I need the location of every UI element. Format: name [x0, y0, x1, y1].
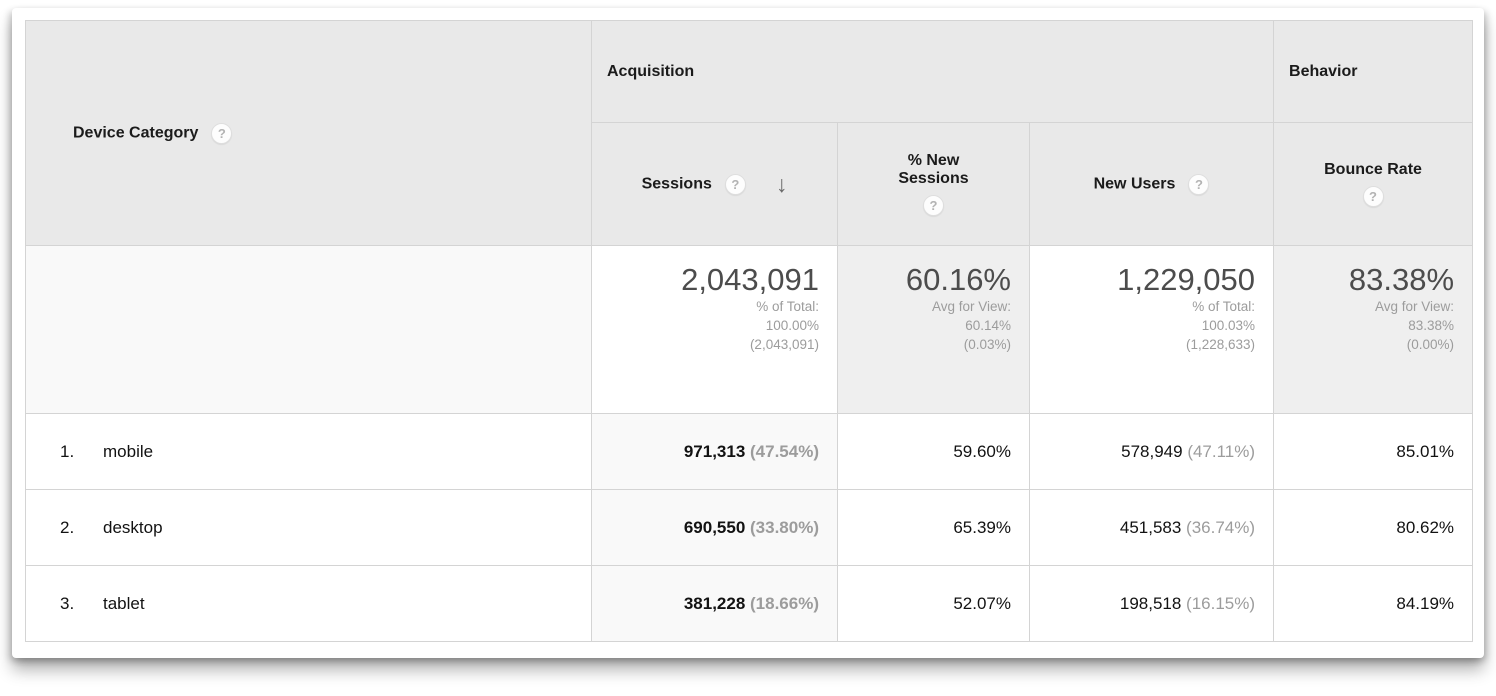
group-header-row: Device Category? Acquisition Behavior — [25, 20, 1474, 246]
totals-new-users-caption: % of Total: — [1192, 299, 1256, 315]
totals-sessions: 2,043,091 % of Total: 100.00% (2,043,091… — [591, 245, 838, 414]
behavior-label: Behavior — [1289, 62, 1358, 80]
new-users-value: 578,949 — [1121, 441, 1183, 461]
help-icon[interactable]: ? — [1188, 173, 1210, 195]
new-sessions-cell: 65.39% — [837, 489, 1030, 566]
column-header-bounce-rate[interactable]: Bounce Rate ? — [1273, 122, 1474, 246]
bounce-rate-cell: 84.19% — [1273, 565, 1474, 642]
sessions-pct: (33.80%) — [750, 517, 819, 537]
row-index: 2. — [60, 517, 75, 537]
totals-new-users-abs: (1,228,633) — [1185, 336, 1256, 352]
sessions-cell: 971,313 (47.54%) — [591, 413, 838, 490]
row-label-cell: 1. mobile — [25, 413, 592, 490]
sessions-value: 971,313 — [683, 441, 746, 461]
row-index: 3. — [60, 593, 75, 613]
metric-header-row: Sessions? ↓ % New Sessions ? New Users? B… — [26, 122, 1474, 246]
new-users-pct: (36.74%) — [1186, 517, 1256, 537]
bounce-rate-value: 85.01% — [1396, 441, 1455, 461]
totals-new-users-pct: 100.03% — [1201, 318, 1256, 334]
new-users-label: New Users — [1093, 175, 1176, 193]
sessions-pct: (18.66%) — [750, 593, 819, 613]
column-header-sessions[interactable]: Sessions? ↓ — [591, 122, 838, 246]
new-sessions-value: 52.07% — [953, 593, 1011, 613]
new-users-cell: 578,949 (47.11%) — [1028, 413, 1275, 490]
totals-bounce-rate-caption: Avg for View: — [1374, 299, 1455, 315]
row-label-cell: 3. tablet — [25, 565, 592, 642]
new-sessions-label: % New Sessions — [898, 152, 969, 187]
totals-sessions-abs: (2,043,091) — [749, 336, 819, 352]
bounce-rate-value: 80.62% — [1396, 517, 1455, 537]
device-category-table: Device Category? Acquisition Behavior Se… — [25, 20, 1474, 642]
new-users-value: 198,518 — [1119, 593, 1182, 613]
bounce-rate-value: 84.19% — [1396, 593, 1455, 613]
help-icon[interactable]: ? — [724, 173, 746, 195]
totals-new-sessions-pct: 60.14% — [965, 318, 1011, 334]
sessions-cell: 690,550 (33.80%) — [591, 489, 838, 566]
totals-bounce-rate: 83.38% Avg for View: 83.38% (0.00%) — [1273, 245, 1474, 414]
device-category-value: mobile — [103, 441, 154, 461]
group-header-behavior: Behavior — [1273, 20, 1474, 123]
totals-dimension-cell — [25, 245, 592, 414]
table-row: 1. mobile 971,313 (47.54%) 59.60% 578,949… — [25, 413, 1474, 490]
new-users-value: 451,583 — [1119, 517, 1182, 537]
column-header-new-users[interactable]: New Users? — [1028, 122, 1275, 246]
totals-bounce-rate-value: 83.38% — [1348, 262, 1455, 297]
table-row: 3. tablet 381,228 (18.66%) 52.07% 198,518… — [25, 565, 1474, 642]
device-category-value: tablet — [103, 593, 145, 613]
totals-sessions-pct: 100.00% — [765, 318, 819, 334]
new-users-pct: (16.15%) — [1186, 593, 1256, 613]
bounce-rate-cell: 85.01% — [1273, 413, 1474, 490]
totals-new-sessions-abs: (0.03%) — [963, 336, 1011, 352]
group-header-acquisition: Acquisition — [590, 20, 1275, 123]
help-icon[interactable]: ? — [923, 195, 944, 216]
device-category-label: Device Category — [73, 124, 199, 142]
row-index: 1. — [60, 441, 75, 461]
new-sessions-value: 59.60% — [953, 441, 1011, 461]
totals-row: 2,043,091 % of Total: 100.00% (2,043,091… — [25, 245, 1474, 414]
new-sessions-cell: 52.07% — [837, 565, 1030, 642]
totals-bounce-rate-abs: (0.00%) — [1406, 336, 1455, 352]
table-row: 2. desktop 690,550 (33.80%) 65.39% 451,58… — [25, 489, 1474, 566]
totals-sessions-caption: % of Total: — [756, 299, 819, 315]
acquisition-label: Acquisition — [607, 62, 695, 80]
column-header-device-category[interactable]: Device Category? — [25, 20, 592, 246]
sessions-value: 690,550 — [683, 517, 746, 537]
new-users-cell: 451,583 (36.74%) — [1028, 489, 1275, 566]
new-sessions-cell: 59.60% — [837, 413, 1030, 490]
help-icon[interactable]: ? — [1362, 186, 1384, 207]
report-card: Device Category? Acquisition Behavior Se… — [12, 8, 1484, 658]
sessions-label: Sessions — [641, 175, 712, 193]
bounce-rate-label: Bounce Rate — [1324, 161, 1422, 178]
sessions-pct: (47.54%) — [750, 441, 819, 461]
new-users-pct: (47.11%) — [1187, 441, 1256, 461]
totals-new-sessions: 60.16% Avg for View: 60.14% (0.03%) — [837, 245, 1030, 414]
sessions-value: 381,228 — [683, 593, 746, 613]
new-users-cell: 198,518 (16.15%) — [1028, 565, 1275, 642]
totals-new-users: 1,229,050 % of Total: 100.03% (1,228,633… — [1028, 245, 1275, 414]
totals-new-users-value: 1,229,050 — [1117, 262, 1256, 297]
bounce-rate-cell: 80.62% — [1273, 489, 1474, 566]
sort-descending-icon[interactable]: ↓ — [775, 170, 788, 197]
help-icon[interactable]: ? — [211, 122, 233, 144]
new-sessions-value: 65.39% — [953, 517, 1011, 537]
totals-new-sessions-value: 60.16% — [905, 262, 1011, 297]
column-header-new-sessions[interactable]: % New Sessions ? — [837, 122, 1030, 246]
sessions-cell: 381,228 (18.66%) — [591, 565, 838, 642]
device-category-value: desktop — [103, 517, 163, 537]
totals-new-sessions-caption: Avg for View: — [931, 299, 1011, 315]
totals-bounce-rate-pct: 83.38% — [1408, 318, 1455, 334]
row-label-cell: 2. desktop — [25, 489, 592, 566]
totals-sessions-value: 2,043,091 — [681, 262, 819, 297]
